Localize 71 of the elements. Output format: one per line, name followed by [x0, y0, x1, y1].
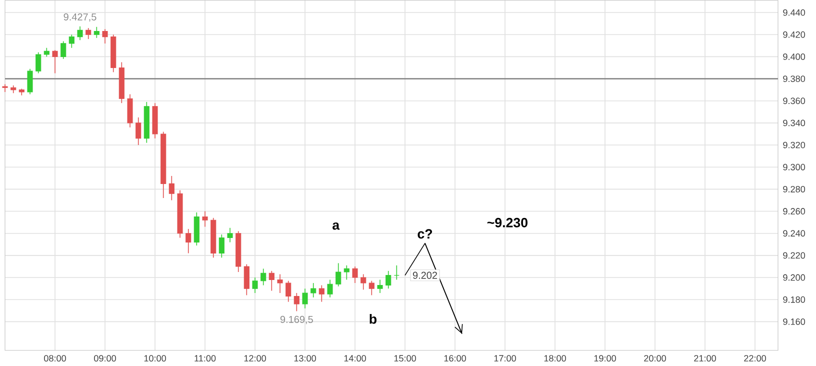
candlestick: [310, 282, 316, 298]
y-tick-label: 9.220: [783, 252, 806, 258]
x-tick-label: 10:00: [144, 354, 166, 362]
candlestick: [302, 288, 308, 309]
annotation: 9.427,5: [64, 13, 96, 22]
y-tick-label: 9.300: [783, 164, 806, 170]
x-tick-label: 22:00: [744, 354, 766, 362]
candlestick: [27, 68, 33, 94]
annotation: ~9.230: [487, 218, 528, 228]
y-tick-label: 9.360: [783, 97, 806, 104]
candlestick: [386, 270, 392, 289]
y-tick-label: 9.380: [783, 75, 806, 82]
annotation: 9.202: [412, 272, 438, 279]
y-tick-label: 9.320: [783, 142, 806, 148]
candlestick: [368, 280, 374, 296]
candlestick: [102, 28, 108, 44]
x-tick-label: 18:00: [544, 354, 566, 362]
y-tick-label: 9.440: [783, 9, 806, 16]
candlestick: [277, 274, 283, 294]
candlestick: [36, 52, 42, 74]
candlestick: [68, 34, 74, 48]
x-tick-label: 13:00: [294, 354, 316, 362]
candlestick: [227, 227, 233, 242]
x-tick-label: 20:00: [644, 354, 666, 362]
candlestick: [52, 49, 58, 74]
candlestick: [244, 264, 250, 296]
candlestick: [218, 234, 224, 258]
candlestick: [252, 276, 258, 294]
candlestick: [377, 279, 383, 294]
candlestick: [344, 264, 350, 280]
x-tick-label: 21:00: [694, 354, 716, 362]
x-tick-label: 09:00: [94, 354, 116, 362]
y-tick-label: 9.160: [783, 318, 806, 325]
candlestick: [136, 116, 142, 146]
candlestick: [60, 40, 66, 60]
candlestick: [186, 228, 192, 254]
y-tick-label: 9.280: [783, 186, 806, 192]
y-tick-label: 9.180: [783, 296, 806, 303]
candlestick: [86, 27, 92, 40]
candlestick: [327, 279, 333, 298]
y-tick-label: 9.400: [783, 53, 806, 60]
candlestick: [77, 26, 83, 40]
candlestick: [260, 268, 266, 286]
candlestick: [294, 292, 300, 312]
candlestick: [318, 284, 324, 302]
y-tick-label: 9.200: [783, 274, 806, 281]
x-tick-label: 15:00: [394, 354, 416, 362]
candlestick: [168, 175, 174, 200]
y-tick-label: 9.240: [783, 230, 806, 236]
annotation: b: [370, 314, 376, 324]
x-tick-label: 19:00: [594, 354, 616, 362]
annotation: 9.169,5: [280, 316, 313, 324]
candlestick: [268, 270, 274, 291]
candlestick: [94, 26, 100, 38]
annotation: a: [332, 222, 340, 230]
candlestick: [336, 262, 342, 287]
candlestick: [360, 274, 366, 290]
annotation: c?: [418, 228, 432, 238]
y-tick-label: 9.340: [783, 120, 806, 126]
x-tick-label: 17:00: [494, 354, 516, 362]
candlestick: [394, 264, 400, 280]
x-tick-label: 12:00: [244, 354, 266, 362]
y-tick-label: 9.420: [783, 31, 806, 38]
candlestick: [202, 210, 208, 227]
x-tick-label: 16:00: [444, 354, 466, 362]
y-tick-label: 9.260: [783, 208, 806, 214]
candlestick: [286, 280, 292, 302]
x-tick-label: 08:00: [44, 354, 66, 362]
x-tick-label: 11:00: [194, 354, 216, 362]
x-tick-label: 14:00: [344, 354, 366, 362]
candlestick: [352, 266, 358, 284]
